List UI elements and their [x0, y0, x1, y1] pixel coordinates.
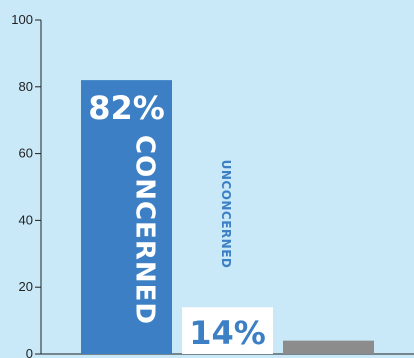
bar-category-label: CONCERNED: [130, 135, 160, 325]
bar: [182, 307, 273, 354]
y-tick-label: 20: [19, 279, 33, 294]
bar-value-label: 82%: [88, 89, 165, 127]
y-tick-label: 0: [26, 346, 33, 358]
y-tick-label: 40: [19, 212, 33, 227]
y-tick-label: 80: [19, 79, 33, 94]
bar: [81, 80, 172, 355]
bar: [283, 340, 374, 354]
bar-value-label: 14%: [189, 314, 266, 352]
y-tick-label: 100: [11, 12, 33, 27]
bar-labels-group: 82% CONCERNED 14% UNCONCERNED: [88, 89, 266, 352]
y-tick-label: 60: [19, 146, 33, 161]
bars-group: [81, 80, 374, 355]
y-axis-ticks: 0 20 40 60 80 100: [11, 12, 41, 358]
bar-category-label: UNCONCERNED: [219, 160, 233, 269]
